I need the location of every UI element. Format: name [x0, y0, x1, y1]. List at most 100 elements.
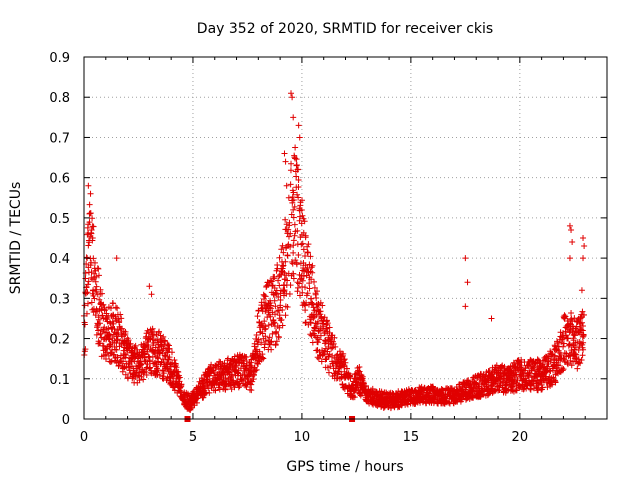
data-point: [107, 305, 114, 312]
data-point: [307, 331, 314, 338]
y-tick-label: 0.5: [49, 212, 70, 227]
data-point: [298, 241, 305, 248]
data-point: [287, 230, 294, 237]
data-point: [330, 340, 337, 347]
data-point: [271, 273, 278, 280]
data-point: [314, 339, 321, 346]
data-point: [110, 351, 117, 358]
data-point: [82, 346, 89, 353]
data-point: [286, 219, 293, 226]
data-point: [302, 234, 309, 241]
data-points: [80, 90, 588, 422]
data-point: [178, 381, 185, 388]
data-point: [107, 350, 114, 357]
axes: 0 0.1 0.2 0.3 0.4 0.5 0.6 0.7 0.8 0.9 0 5 10 15 20: [49, 51, 607, 445]
data-point: [462, 303, 469, 310]
data-point: [259, 354, 266, 361]
data-point: [313, 288, 320, 295]
y-tick-label: 0.2: [49, 333, 70, 348]
data-point: [175, 369, 182, 376]
data-point: [359, 373, 366, 380]
data-point: [91, 295, 98, 302]
data-point: [340, 350, 347, 357]
data-point: [309, 300, 316, 307]
data-point: [564, 359, 571, 366]
data-point: [558, 339, 565, 346]
data-point: [313, 312, 320, 319]
data-point: [298, 206, 305, 213]
data-point: [574, 365, 581, 372]
data-point: [290, 214, 297, 221]
data-point: [146, 357, 153, 364]
data-point: [560, 340, 567, 347]
data-point: [95, 327, 102, 334]
data-point: [248, 363, 255, 370]
data-point: [290, 275, 297, 282]
data-point: [311, 278, 318, 285]
data-point: [308, 276, 315, 283]
data-point: [299, 197, 306, 204]
data-point: [95, 272, 102, 279]
data-point: [282, 312, 289, 319]
data-point: [140, 376, 147, 383]
data-point: [131, 350, 138, 357]
data-point: [325, 353, 332, 360]
data-point: [172, 367, 179, 374]
data-point: [300, 246, 307, 253]
data-point: [568, 309, 575, 316]
data-point: [104, 318, 111, 325]
data-point: [580, 235, 587, 241]
data-point: [534, 356, 541, 363]
data-point: [83, 283, 90, 290]
data-point: [282, 216, 289, 223]
data-point: [212, 365, 219, 372]
data-point: [93, 331, 100, 338]
data-point: [248, 387, 255, 394]
data-point: [291, 232, 298, 239]
data-point: [267, 305, 274, 312]
data-point: [564, 361, 571, 368]
data-point: [580, 255, 587, 262]
data-point: [91, 259, 98, 266]
y-tick-label: 0.1: [49, 373, 70, 388]
data-point: [83, 254, 90, 261]
data-point: [292, 144, 299, 151]
data-point: [288, 90, 295, 97]
data-point: [87, 233, 94, 240]
data-point: [290, 206, 297, 213]
data-point: [93, 283, 100, 290]
data-point: [113, 255, 120, 262]
data-point: [83, 310, 90, 317]
data-point: [544, 384, 551, 391]
data-point: [272, 303, 279, 310]
data-point: [566, 255, 573, 262]
data-point: [85, 278, 92, 285]
data-point: [287, 243, 294, 250]
data-point: [260, 355, 267, 362]
data-point: [87, 210, 94, 217]
data-point: [279, 322, 286, 329]
data-point: [316, 336, 323, 343]
data-point: [278, 246, 285, 253]
data-point: [222, 383, 229, 390]
data-point: [84, 300, 91, 307]
chart-title: Day 352 of 2020, SRMTID for receiver cki…: [197, 21, 493, 37]
data-point: [568, 226, 575, 233]
data-point: [97, 286, 104, 293]
data-point: [341, 356, 348, 363]
data-point: [554, 339, 561, 346]
data-point: [567, 357, 574, 364]
data-point: [273, 328, 280, 335]
data-point: [513, 387, 520, 394]
data-point: [474, 374, 481, 381]
data-point: [86, 239, 93, 246]
data-point: [114, 336, 121, 343]
data-point: [559, 367, 566, 374]
data-point: [509, 384, 516, 391]
data-point: [580, 312, 587, 319]
data-point: [282, 258, 289, 265]
data-point: [518, 362, 525, 369]
data-point: [299, 212, 306, 219]
data-point: [259, 330, 266, 337]
data-point: [579, 327, 586, 334]
